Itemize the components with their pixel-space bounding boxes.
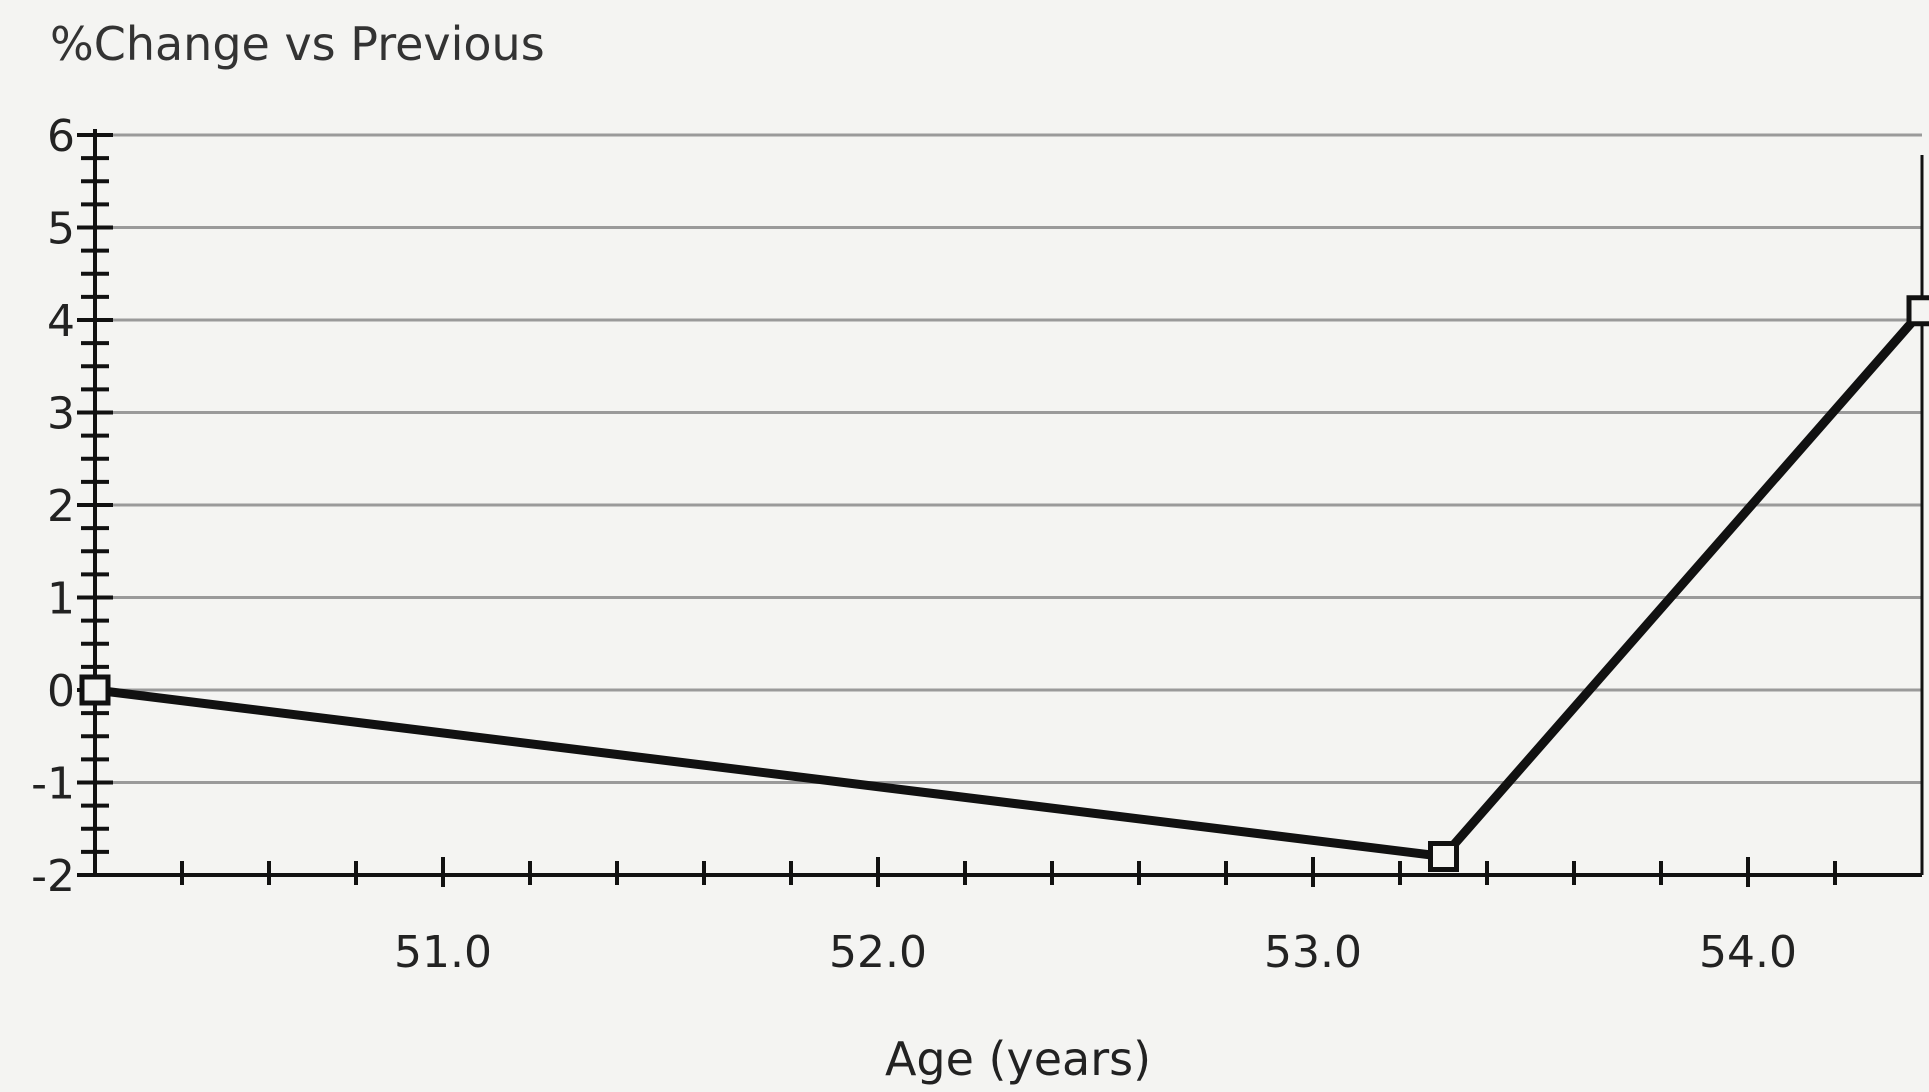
y-tick-label: -1 xyxy=(31,759,75,810)
y-tick-label: 0 xyxy=(47,666,75,717)
x-tick-label: 53.0 xyxy=(1264,927,1362,978)
y-tick-label: -2 xyxy=(31,851,75,902)
y-tick-label: 3 xyxy=(47,389,75,440)
series-line xyxy=(79,295,1929,872)
y-axis-label: %Change vs Previous xyxy=(50,17,545,71)
data-point-marker xyxy=(1428,841,1459,872)
y-tick-label: 2 xyxy=(47,481,75,532)
x-tick-label: 54.0 xyxy=(1699,927,1797,978)
x-tick-label: 51.0 xyxy=(394,927,492,978)
y-tick-label: 6 xyxy=(47,111,75,162)
gridlines xyxy=(95,133,1922,877)
axes: -2 -1 0 1 2 3 4 5 6 51.0 52.0 53.0 54.0 xyxy=(31,111,1924,978)
y-tick-label: 4 xyxy=(47,296,75,347)
x-axis-label: Age (years) xyxy=(885,1032,1151,1086)
data-point-marker xyxy=(79,674,111,706)
data-point-marker xyxy=(1906,295,1929,327)
y-tick-label: 1 xyxy=(47,574,75,625)
y-tick-label: 5 xyxy=(47,204,75,255)
x-tick-label: 52.0 xyxy=(829,927,927,978)
